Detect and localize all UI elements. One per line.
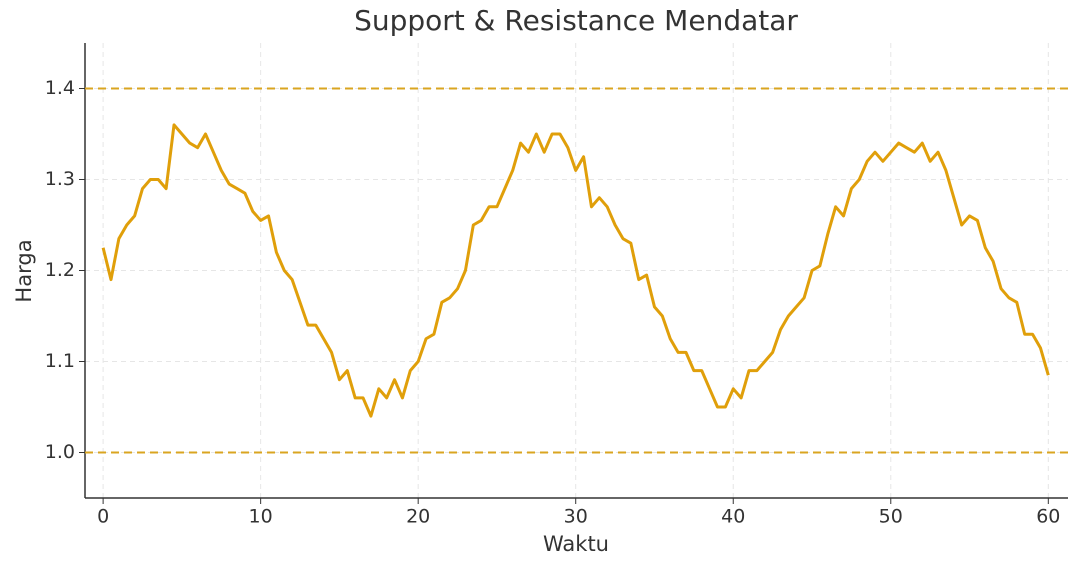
x-tick-label: 10 — [249, 506, 273, 528]
x-tick-label: 40 — [721, 506, 745, 528]
y-axis-label: Harga — [12, 239, 36, 302]
x-tick-label: 60 — [1036, 506, 1060, 528]
y-tick-label: 1.1 — [45, 350, 75, 372]
x-tick-label: 50 — [879, 506, 903, 528]
y-tick-label: 1.0 — [45, 441, 75, 463]
chart-title: Support & Resistance Mendatar — [354, 4, 798, 37]
x-axis-label: Waktu — [543, 532, 609, 556]
x-tick-label: 30 — [564, 506, 588, 528]
y-tick-label: 1.3 — [45, 168, 75, 190]
x-tick-label: 0 — [97, 506, 109, 528]
y-tick-label: 1.2 — [45, 259, 75, 281]
y-tick-label: 1.4 — [45, 77, 75, 99]
x-tick-label: 20 — [406, 506, 430, 528]
data-line — [101, 123, 1050, 418]
